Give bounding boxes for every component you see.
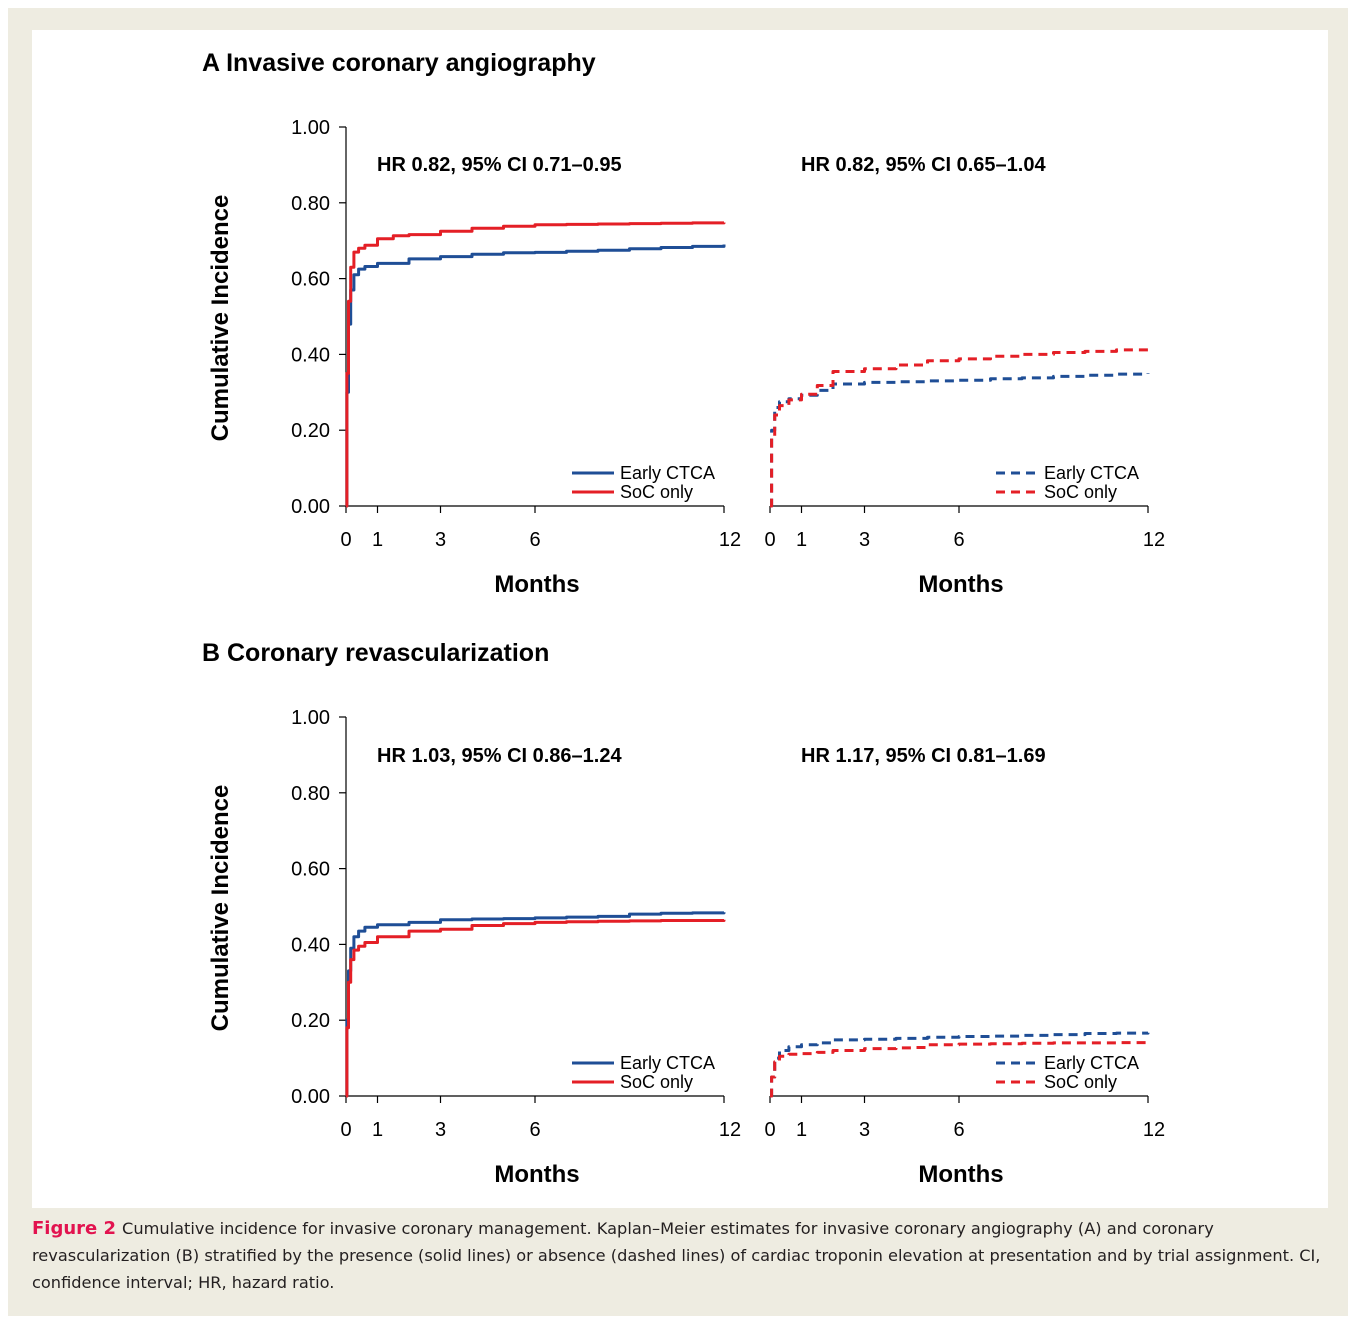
panel-b-solid-x-tick-label: 1: [372, 1119, 383, 1141]
panel-a-dashed-x-tick-label: 1: [796, 529, 807, 551]
panel-b-solid-x-tick-label: 3: [435, 1119, 446, 1141]
panel-a-dashed-hr-annotation: HR 0.82, 95% CI 0.65–1.04: [801, 154, 1046, 176]
panel-b-solid-y-tick-label: 0.00: [291, 1086, 330, 1108]
panel-b-dashed-x-tick-label: 0: [764, 1119, 775, 1141]
panel-b-title: B Coronary revascularization: [202, 639, 549, 667]
panel-b-dashed-x-axis-title: Months: [918, 1161, 1003, 1188]
panel-b-y-axis-title: Cumulative Incidence: [207, 785, 234, 1032]
panel-a-dashed-x-tick-label: 3: [859, 529, 870, 551]
panel-a-dashed-x-tick-label: 6: [953, 529, 964, 551]
panel-a-solid-x-tick-label: 12: [719, 529, 741, 551]
figure-caption-text: Cumulative incidence for invasive corona…: [32, 1219, 1321, 1292]
panel-a-solid-y-tick-label: 1.00: [291, 117, 330, 139]
panel-b-dashed-legend-label-soc-only: SoC only: [1044, 1072, 1117, 1092]
panel-a-solid-legend-label-early-ctca: Early CTCA: [620, 463, 715, 483]
panel-a-title: A Invasive coronary angiography: [202, 49, 596, 77]
panel-b-dashed-legend-label-early-ctca: Early CTCA: [1044, 1053, 1139, 1073]
panel-b-dashed-series-early-ctca-line: [770, 1031, 1150, 1098]
panel-b-solid-series-early-ctca-line: [345, 911, 726, 1098]
panel-b-solid-hr-annotation: HR 1.03, 95% CI 0.86–1.24: [377, 745, 622, 767]
panel-a-solid-series-soc-only-line: [345, 221, 726, 508]
panel-b-solid-y-tick-label: 0.40: [291, 934, 330, 956]
panel-b-dashed-x-tick-label: 6: [953, 1119, 964, 1141]
panel-b-solid-x-tick-label: 12: [719, 1119, 741, 1141]
panel-a-solid-legend-label-soc-only: SoC only: [620, 482, 693, 502]
panel-a-solid-hr-annotation: HR 0.82, 95% CI 0.71–0.95: [377, 154, 622, 176]
panel-b-dashed-x-tick-label: 12: [1143, 1119, 1165, 1141]
panel-b-solid-legend-label-early-ctca: Early CTCA: [620, 1053, 715, 1073]
panel-a-solid-x-tick-label: 3: [435, 529, 446, 551]
panel-a-dashed-series-early-ctca-line: [770, 372, 1150, 508]
panel-b-dashed-hr-annotation: HR 1.17, 95% CI 0.81–1.69: [801, 745, 1046, 767]
panel-b-solid-x-axis-title: Months: [494, 1161, 579, 1188]
figure-area: [32, 30, 1328, 1208]
panel-b-solid-y-tick-label: 1.00: [291, 707, 330, 729]
figure-caption: Figure 2 Cumulative incidence for invasiv…: [32, 1215, 1332, 1296]
panel-a-y-axis-title: Cumulative Incidence: [207, 195, 234, 442]
panel-a-solid-y-tick-label: 0.80: [291, 193, 330, 215]
panel-b-solid-y-tick-label: 0.20: [291, 1010, 330, 1032]
panel-b-solid-y-tick-label: 0.80: [291, 783, 330, 805]
panel-a-dashed-legend-label-soc-only: SoC only: [1044, 482, 1117, 502]
panel-b-solid-legend-label-soc-only: SoC only: [620, 1072, 693, 1092]
panel-b-solid-x-tick-label: 0: [340, 1119, 351, 1141]
panel-a-solid-x-tick-label: 6: [529, 529, 540, 551]
panel-b-solid-x-tick-label: 6: [529, 1119, 540, 1141]
panel-a-dashed-x-axis-title: Months: [918, 571, 1003, 598]
panel-a-solid-y-tick-label: 0.40: [291, 344, 330, 366]
panel-b-dashed-series-soc-only-line: [770, 1039, 1150, 1098]
panel-a-solid-x-axis-title: Months: [494, 571, 579, 598]
panel-a-solid-x-tick-label: 0: [340, 529, 351, 551]
panel-a-dashed-legend-label-early-ctca: Early CTCA: [1044, 463, 1139, 483]
panel-a-solid-y-tick-label: 0.60: [291, 269, 330, 291]
panel-b-solid-series-soc-only-line: [345, 919, 726, 1098]
panel-b-dashed-x-tick-label: 1: [796, 1119, 807, 1141]
panel-a-dashed-series-soc-only-line: [770, 348, 1150, 508]
figure-caption-label: Figure 2: [32, 1218, 117, 1239]
panel-a-solid-y-tick-label: 0.00: [291, 496, 330, 518]
panel-a-solid-x-tick-label: 1: [372, 529, 383, 551]
panel-a-dashed-x-tick-label: 0: [764, 529, 775, 551]
panel-a-solid-y-tick-label: 0.20: [291, 420, 330, 442]
panel-a-dashed-x-tick-label: 12: [1143, 529, 1165, 551]
panel-b-solid-y-tick-label: 0.60: [291, 859, 330, 881]
panel-b-dashed-x-tick-label: 3: [859, 1119, 870, 1141]
